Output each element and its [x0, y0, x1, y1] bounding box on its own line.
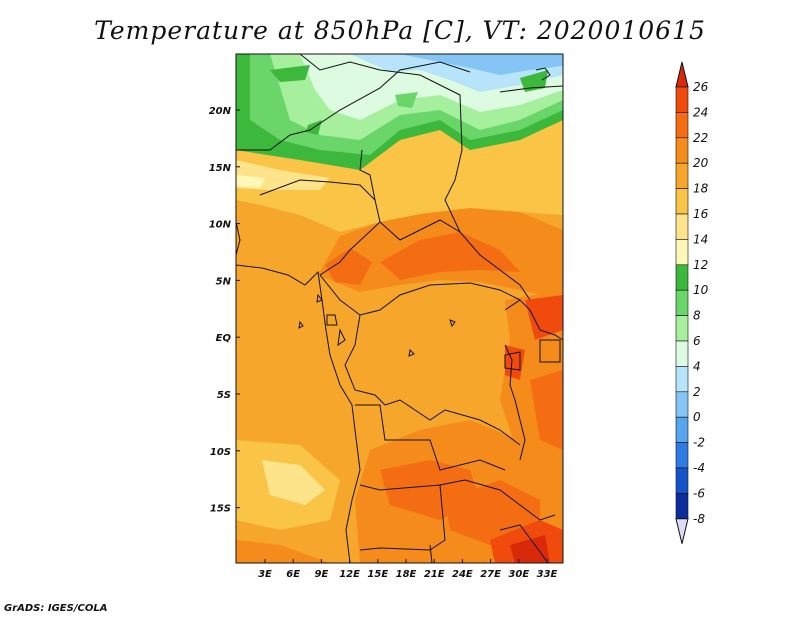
lat-label: 15S	[210, 504, 231, 515]
colorbar-label: 0	[693, 410, 701, 424]
colorbar-label: 2	[693, 385, 701, 399]
credit-footer: GrADS: IGES/COLA	[4, 603, 108, 614]
lon-label: 24E	[452, 569, 473, 580]
lon-label: 21E	[424, 569, 445, 580]
colorbar-segment	[675, 137, 689, 164]
lon-label: 30E	[508, 569, 529, 580]
colorbar-segment	[675, 86, 689, 113]
colorbar-label: -2	[693, 436, 705, 450]
colorbar-label: 26	[693, 80, 709, 94]
colorbar-label: 4	[693, 359, 701, 373]
colorbar-segment	[675, 162, 689, 189]
colorbar-label: -6	[693, 486, 705, 500]
lon-label: 15E	[367, 569, 388, 580]
colorbar-label: -8	[693, 512, 705, 526]
colorbar-segment	[675, 391, 689, 418]
colorbar-segment	[675, 467, 689, 494]
lat-label: 20N	[209, 106, 232, 117]
colorbar-segment	[675, 442, 689, 469]
colorbar-segment	[675, 493, 689, 520]
colorbar-segment	[675, 188, 689, 215]
colorbar-segment	[675, 239, 689, 266]
colorbar-segment	[675, 289, 689, 316]
coastlines-and-borders	[236, 54, 563, 563]
temperature-field	[236, 54, 563, 563]
lat-label: EQ	[216, 333, 232, 344]
colorbar-segment	[675, 416, 689, 443]
colorbar-segment	[675, 213, 689, 240]
colorbar-label: 22	[693, 131, 708, 145]
lat-label: 10S	[210, 447, 231, 458]
colorbar-label: 18	[693, 182, 709, 196]
colorbar-label: 10	[693, 283, 709, 297]
lon-label: 3E	[258, 569, 272, 580]
lat-label: 10N	[209, 220, 232, 231]
colorbar-segment	[675, 112, 689, 139]
lon-label: 6E	[286, 569, 300, 580]
colorbar-top-arrow	[675, 61, 689, 88]
map-frame	[235, 53, 564, 564]
longitude-axis: 3E 6E 9E 12E 15E 18E 21E 24E 27E 30E 33E	[258, 559, 558, 580]
colorbar-label: 20	[693, 156, 709, 170]
colorbar-label: 24	[693, 105, 708, 119]
colorbar-bottom-arrow	[675, 518, 689, 544]
lon-label: 18E	[396, 569, 417, 580]
colorbar-label: 8	[693, 309, 701, 323]
lon-label: 9E	[315, 569, 329, 580]
map-title: Temperature at 850hPa [C], VT: 202001061…	[94, 16, 706, 45]
lon-label: 12E	[339, 569, 360, 580]
colorbar-label: 16	[693, 207, 709, 221]
colorbar-segment	[675, 366, 689, 393]
lon-label: 27E	[480, 569, 501, 580]
lon-label: 33E	[537, 569, 558, 580]
colorbar-label: 12	[693, 258, 708, 272]
colorbar-segment	[675, 340, 689, 367]
colorbar-segment	[675, 264, 689, 291]
colorbar-label: 6	[693, 334, 701, 348]
lat-label: 5S	[217, 390, 231, 401]
latitude-axis: 20N 15N 10N 5N EQ 5S 10S 15S	[209, 106, 240, 515]
colorbar-label: -4	[693, 461, 705, 475]
colorbar-segment	[675, 315, 689, 342]
lat-label: 15N	[209, 163, 232, 174]
lat-label: 5N	[216, 276, 232, 287]
colorbar-label: 14	[693, 232, 708, 246]
